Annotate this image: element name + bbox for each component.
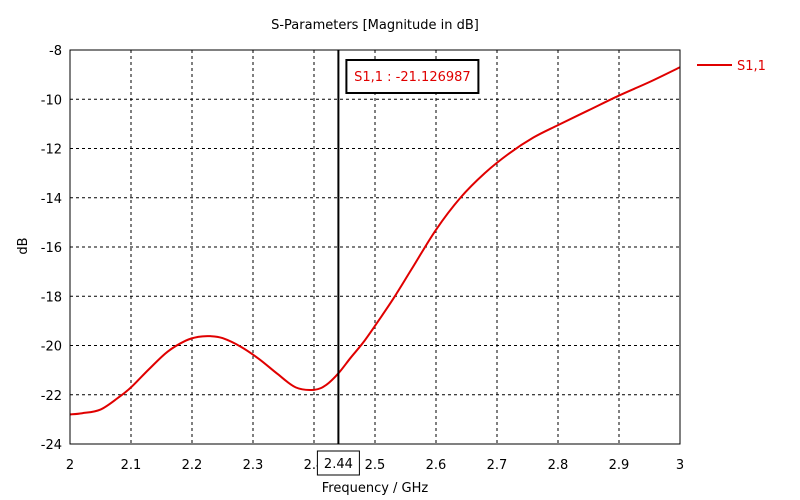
marker-readout: S1,1 : -21.126987	[354, 70, 471, 85]
grid	[70, 50, 680, 444]
cursor[interactable]: 2.44 S1,1 : -21.126987	[316, 50, 480, 476]
cursor-frequency-box[interactable]	[316, 450, 360, 476]
y-tick-label: -18	[41, 290, 62, 305]
y-tick-label: -20	[41, 340, 62, 355]
y-tick-label: -14	[41, 192, 62, 207]
series-line-0	[69, 66, 681, 416]
y-tick-label: -16	[41, 241, 62, 256]
x-tick-label: 2.8	[548, 458, 569, 473]
marker-box	[345, 59, 480, 94]
curve-layer	[69, 66, 681, 416]
x-tick-label: 3	[676, 458, 684, 473]
y-tick-label: -12	[41, 143, 62, 158]
y-tick-label: -22	[41, 389, 62, 404]
y-tick-label: -10	[41, 93, 62, 108]
x-tick-label: 2.9	[609, 458, 630, 473]
plot-border	[69, 49, 681, 445]
x-tick-label: 2	[66, 458, 74, 473]
plot-frame	[69, 49, 681, 445]
legend-label: S1,1	[737, 59, 766, 74]
cursor-frequency-label: 2.44	[324, 457, 353, 472]
x-axis: 2 2.1 2.2 2.3 2.4 2.5 2.6 2.7 2.8 2.9 3	[66, 458, 684, 473]
y-tick-label: -24	[41, 438, 62, 453]
y-axis-title: dB	[16, 237, 31, 254]
chart-title: S-Parameters [Magnitude in dB]	[271, 18, 479, 33]
y-axis: -8 -10 -12 -14 -16 -18 -20 -22 -24	[41, 44, 62, 453]
x-tick-label: 2.7	[487, 458, 508, 473]
x-tick-label: 2.1	[121, 458, 142, 473]
legend: S1,1	[697, 59, 766, 74]
x-tick-label: 2.6	[426, 458, 447, 473]
x-tick-label: 2.2	[182, 458, 203, 473]
x-axis-title: Frequency / GHz	[322, 481, 429, 496]
x-tick-label: 2.3	[243, 458, 264, 473]
y-tick-label: -8	[49, 44, 62, 59]
x-tick-label: 2.5	[365, 458, 386, 473]
